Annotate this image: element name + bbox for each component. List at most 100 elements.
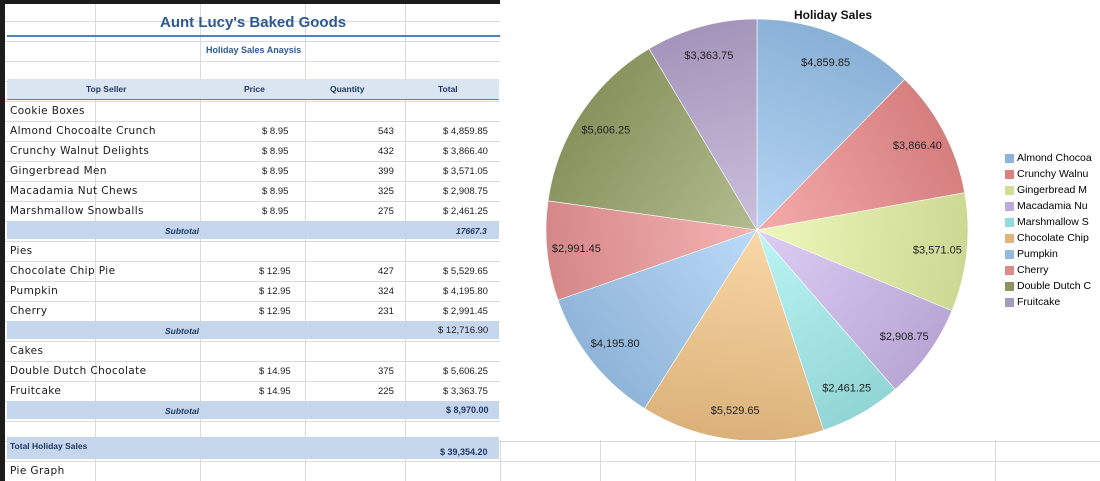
- sheet-subtitle: Holiday Sales Anaysis: [206, 45, 302, 55]
- total-cell[interactable]: $ 5,606.25: [443, 366, 488, 377]
- legend-swatch: [1005, 297, 1014, 307]
- pie-chart[interactable]: $4,859.85 $3,866.40 $3,571.05 $2,908.75 $2,4…: [500, 0, 1100, 440]
- subtotal-label: Subtotal: [165, 326, 199, 336]
- item-cell[interactable]: Cherry: [10, 305, 48, 317]
- price-cell[interactable]: $ 8.95: [262, 146, 289, 157]
- section-cakes[interactable]: Cakes: [10, 345, 44, 357]
- total-cell[interactable]: $ 4,859.85: [443, 126, 488, 137]
- item-cell[interactable]: Macadamia Nut Chews: [10, 185, 138, 197]
- title-underline: [7, 35, 500, 37]
- left-border: [0, 0, 5, 481]
- qty-cell[interactable]: 543: [378, 126, 394, 137]
- section-cookie-boxes[interactable]: Cookie Boxes: [10, 105, 85, 117]
- slice-data-label: $4,859.85: [801, 57, 850, 69]
- item-cell[interactable]: Pumpkin: [10, 285, 59, 297]
- col-header-top-seller[interactable]: Top Seller: [86, 84, 127, 94]
- pie-slice[interactable]: [545, 200, 758, 301]
- subtotal-value[interactable]: 17667.3: [456, 226, 487, 236]
- pie-slice[interactable]: [756, 229, 953, 390]
- item-cell[interactable]: Crunchy Walnut Delights: [10, 145, 150, 157]
- qty-cell[interactable]: 275: [378, 206, 394, 217]
- chart-title: Holiday Sales: [794, 8, 873, 22]
- legend-swatch: [1005, 281, 1014, 291]
- qty-cell[interactable]: 399: [378, 166, 394, 177]
- total-cell[interactable]: $ 3,571.05: [443, 166, 488, 177]
- item-cell[interactable]: Fruitcake: [10, 385, 62, 397]
- item-cell[interactable]: Almond Chocoalte Crunch: [10, 125, 156, 137]
- slice-data-label: $2,461.25: [822, 383, 871, 395]
- qty-cell[interactable]: 225: [378, 386, 394, 397]
- qty-cell[interactable]: 427: [378, 266, 394, 277]
- pie-slice[interactable]: [756, 78, 966, 231]
- price-cell[interactable]: $ 12.95: [259, 286, 291, 297]
- subtotal-label: Subtotal: [165, 226, 199, 236]
- price-cell[interactable]: $ 12.95: [259, 306, 291, 317]
- price-cell[interactable]: $ 12.95: [259, 266, 291, 277]
- subtotal-row[interactable]: [7, 321, 499, 339]
- legend-swatch: [1005, 153, 1014, 163]
- qty-cell[interactable]: 375: [378, 366, 394, 377]
- legend-item: Marshmallow S: [1005, 214, 1100, 230]
- item-cell[interactable]: Marshmallow Snowballs: [10, 205, 144, 217]
- col-header-price[interactable]: Price: [244, 84, 265, 94]
- item-cell[interactable]: Double Dutch Chocolate: [10, 365, 147, 377]
- grand-total-row[interactable]: [7, 437, 499, 459]
- subtotal-value[interactable]: $ 8,970.00: [446, 405, 489, 415]
- total-cell[interactable]: $ 2,991.45: [443, 306, 488, 317]
- subtotal-value[interactable]: $ 12,716.90: [438, 325, 489, 336]
- legend-swatch: [1005, 233, 1014, 243]
- price-cell[interactable]: $ 8.95: [262, 186, 289, 197]
- total-cell[interactable]: $ 3,866.40: [443, 146, 488, 157]
- legend-label: Double Dutch C: [1017, 280, 1092, 292]
- slice-data-label: $4,195.80: [591, 338, 640, 350]
- price-cell[interactable]: $ 14.95: [259, 366, 291, 377]
- pie-slice[interactable]: [648, 18, 758, 232]
- price-cell[interactable]: $ 8.95: [262, 126, 289, 137]
- qty-cell[interactable]: 324: [378, 286, 394, 297]
- legend-item: Cherry: [1005, 262, 1100, 278]
- legend-swatch: [1005, 265, 1014, 275]
- item-cell[interactable]: Gingerbread Men: [10, 165, 107, 177]
- legend-label: Pumpkin: [1017, 248, 1058, 260]
- legend-label: Chocolate Chip: [1017, 232, 1089, 244]
- grand-total-value[interactable]: $ 39,354.20: [440, 447, 488, 457]
- legend-item: Macadamia Nu: [1005, 198, 1100, 214]
- item-cell[interactable]: Chocolate Chip Pie: [10, 265, 116, 277]
- pie-slice[interactable]: [557, 229, 758, 409]
- header-row[interactable]: [7, 79, 499, 100]
- col-header-total[interactable]: Total: [438, 84, 458, 94]
- subtotal-row[interactable]: [7, 401, 499, 419]
- slice-data-label: $3,866.40: [893, 140, 942, 152]
- total-cell[interactable]: $ 3,363.75: [443, 386, 488, 397]
- col-header-quantity[interactable]: Quantity: [330, 84, 365, 94]
- footer-label[interactable]: Pie Graph: [10, 465, 65, 477]
- qty-cell[interactable]: 325: [378, 186, 394, 197]
- total-cell[interactable]: $ 2,461.25: [443, 206, 488, 217]
- total-cell[interactable]: $ 2,908.75: [443, 186, 488, 197]
- subtotal-row[interactable]: [7, 221, 499, 239]
- legend-item: Pumpkin: [1005, 246, 1100, 262]
- qty-cell[interactable]: 231: [378, 306, 394, 317]
- slice-data-label: $3,571.05: [913, 245, 962, 257]
- total-cell[interactable]: $ 4,195.80: [443, 286, 488, 297]
- price-cell[interactable]: $ 8.95: [262, 166, 289, 177]
- legend-swatch: [1005, 169, 1014, 179]
- subtotal-label: Subtotal: [165, 406, 199, 416]
- pie-slice[interactable]: [644, 229, 824, 440]
- slice-data-label: $2,908.75: [880, 331, 929, 343]
- legend-label: Fruitcake: [1017, 296, 1061, 308]
- legend-item: Almond Chocoa: [1005, 150, 1100, 166]
- slice-data-label: $2,991.45: [552, 243, 601, 255]
- legend-swatch: [1005, 217, 1014, 227]
- section-pies[interactable]: Pies: [10, 245, 33, 257]
- pie-slice[interactable]: [755, 192, 969, 312]
- total-cell[interactable]: $ 5,529.65: [443, 266, 488, 277]
- price-cell[interactable]: $ 8.95: [262, 206, 289, 217]
- price-cell[interactable]: $ 14.95: [259, 386, 291, 397]
- pie-slice[interactable]: [756, 18, 906, 231]
- legend-item: Gingerbread M: [1005, 182, 1100, 198]
- legend-item: Crunchy Walnu: [1005, 166, 1100, 182]
- qty-cell[interactable]: 432: [378, 146, 394, 157]
- pie-slice[interactable]: [547, 48, 758, 231]
